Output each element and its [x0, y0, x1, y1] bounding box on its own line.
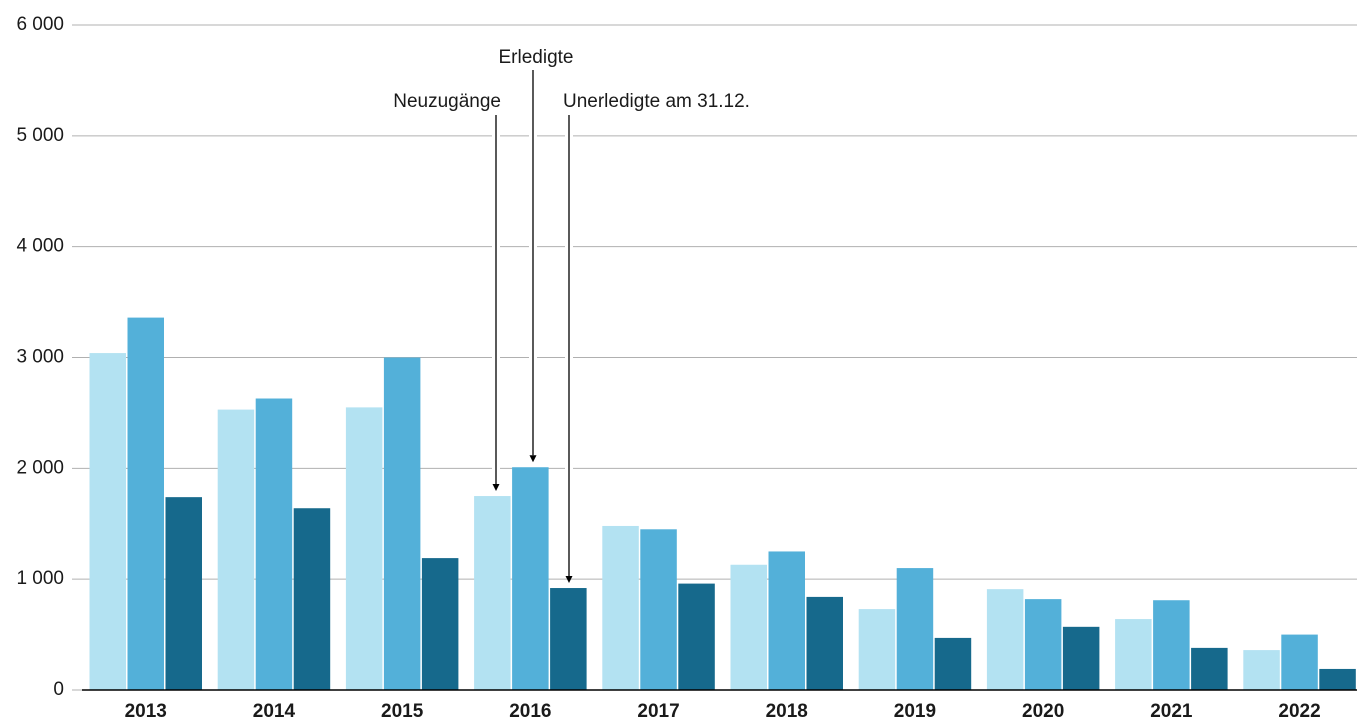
bar: [1191, 647, 1228, 690]
x-tick-label: 2017: [637, 701, 679, 722]
bar: [730, 564, 767, 690]
x-tick-label: 2021: [1150, 701, 1193, 722]
arrow-head: [529, 455, 537, 463]
y-tick-label: 0: [53, 679, 64, 700]
bar: [1115, 619, 1152, 690]
arrow-head: [492, 484, 500, 492]
x-tick-label: 2020: [1022, 701, 1064, 722]
label-bg: [486, 46, 586, 70]
bar: [858, 609, 896, 690]
x-tick-label: 2013: [125, 701, 167, 722]
bar: [1243, 650, 1280, 690]
bar: [1281, 634, 1318, 690]
bar: [934, 637, 972, 690]
annotation: Erledigte: [499, 47, 574, 68]
label-bg: [559, 90, 789, 114]
bar: [217, 409, 255, 690]
arrow-head: [565, 576, 573, 584]
y-tick-label: 3 000: [16, 347, 64, 368]
bar: [345, 407, 383, 690]
bar: [1024, 599, 1062, 690]
bar: [127, 317, 164, 690]
label-bg: [371, 90, 505, 114]
bar: [165, 497, 202, 690]
y-tick-label: 1 000: [16, 568, 64, 589]
bar: [1319, 668, 1356, 690]
bar: [512, 467, 549, 690]
bar: [640, 529, 677, 690]
bar: [602, 525, 639, 690]
bar: [255, 398, 293, 690]
bar: [806, 596, 843, 690]
y-tick-label: 4 000: [16, 236, 64, 257]
x-tick-label: 2018: [766, 701, 808, 722]
bar: [986, 589, 1024, 690]
annotation: Unerledigte am 31.12.: [563, 91, 750, 112]
bar: [768, 551, 805, 690]
bar: [383, 357, 421, 690]
x-tick-label: 2016: [509, 701, 551, 722]
y-tick-label: 6 000: [16, 14, 64, 35]
bar: [421, 558, 459, 690]
y-tick-label: 2 000: [16, 457, 64, 478]
x-tick-label: 2019: [894, 701, 936, 722]
bar: [1062, 626, 1100, 690]
bar: [1153, 600, 1190, 690]
y-tick-label: 5 000: [16, 125, 64, 146]
bar: [550, 588, 587, 690]
x-tick-label: 2014: [253, 701, 296, 722]
bar: [89, 353, 126, 690]
bar: [678, 583, 715, 690]
bar: [474, 496, 511, 690]
annotation: Neuzugänge: [393, 91, 501, 112]
x-tick-label: 2022: [1278, 701, 1320, 722]
bar: [293, 508, 331, 690]
bar: [896, 568, 934, 690]
x-tick-label: 2015: [381, 701, 424, 722]
